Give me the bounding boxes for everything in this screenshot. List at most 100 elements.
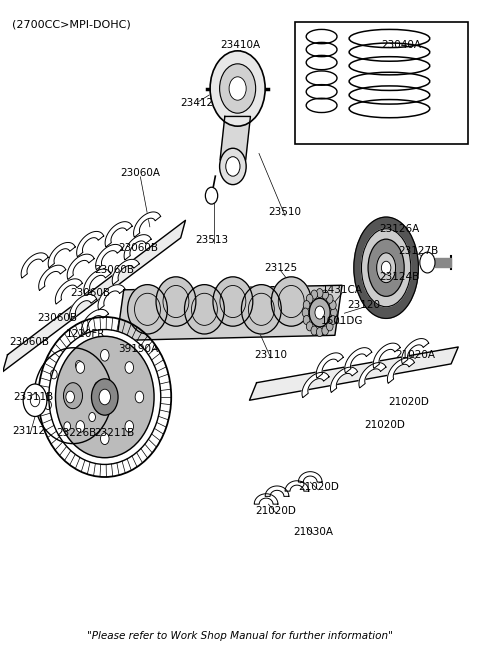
Polygon shape [265, 486, 289, 496]
Circle shape [316, 328, 323, 337]
Circle shape [382, 261, 391, 274]
Text: 23124B: 23124B [379, 272, 419, 282]
Circle shape [76, 421, 84, 432]
Text: "Please refer to Work Shop Manual for further information": "Please refer to Work Shop Manual for fu… [87, 631, 393, 641]
Polygon shape [361, 229, 411, 307]
Text: 21020A: 21020A [396, 350, 435, 360]
Circle shape [30, 394, 40, 407]
Circle shape [64, 422, 71, 431]
Polygon shape [302, 372, 329, 398]
Circle shape [95, 382, 101, 391]
Text: 23060B: 23060B [94, 265, 134, 275]
Circle shape [303, 316, 310, 325]
Circle shape [66, 391, 74, 403]
Polygon shape [98, 285, 125, 310]
Text: 23060B: 23060B [71, 288, 110, 298]
Polygon shape [241, 285, 281, 334]
Circle shape [100, 349, 109, 361]
Circle shape [311, 290, 318, 299]
Text: 1220FR: 1220FR [66, 329, 106, 339]
Circle shape [210, 51, 265, 126]
Polygon shape [156, 277, 196, 326]
Polygon shape [220, 117, 251, 160]
Text: 23311B: 23311B [13, 392, 54, 402]
Text: 23112: 23112 [12, 426, 46, 436]
Circle shape [311, 326, 318, 335]
Text: 23040A: 23040A [381, 40, 421, 50]
Polygon shape [77, 231, 104, 257]
Circle shape [303, 301, 310, 310]
Polygon shape [56, 336, 154, 458]
Text: 23412: 23412 [181, 98, 214, 109]
Text: 23060B: 23060B [37, 312, 77, 323]
Polygon shape [133, 212, 161, 237]
Polygon shape [354, 217, 419, 318]
Polygon shape [368, 239, 404, 296]
Polygon shape [105, 221, 132, 247]
Circle shape [326, 294, 333, 303]
Circle shape [322, 290, 328, 299]
Text: 39190A: 39190A [118, 344, 158, 354]
Circle shape [420, 252, 435, 273]
Text: 21020D: 21020D [298, 481, 339, 492]
Polygon shape [67, 254, 94, 280]
Text: 23226B: 23226B [56, 428, 96, 438]
Circle shape [326, 322, 333, 331]
Text: 23120: 23120 [347, 300, 380, 310]
Text: 21020D: 21020D [364, 420, 405, 430]
Circle shape [229, 77, 246, 100]
Polygon shape [373, 343, 400, 368]
Text: 21030A: 21030A [294, 527, 334, 537]
Polygon shape [330, 367, 358, 392]
Polygon shape [402, 339, 429, 364]
Polygon shape [82, 309, 108, 335]
Circle shape [50, 370, 57, 379]
Circle shape [23, 384, 47, 417]
Circle shape [302, 308, 309, 317]
Circle shape [322, 326, 328, 335]
Circle shape [306, 322, 313, 331]
Polygon shape [117, 286, 342, 341]
Polygon shape [271, 277, 311, 326]
Text: 23060B: 23060B [9, 337, 49, 346]
Text: 23060B: 23060B [118, 243, 158, 253]
Circle shape [315, 306, 324, 319]
Polygon shape [213, 277, 253, 326]
Polygon shape [128, 285, 168, 334]
Text: 21020D: 21020D [388, 397, 429, 407]
Polygon shape [309, 298, 330, 327]
Circle shape [306, 294, 313, 303]
Text: 23410A: 23410A [220, 40, 260, 50]
Circle shape [76, 362, 84, 373]
Polygon shape [21, 253, 48, 278]
Text: (2700CC>MPI-DOHC): (2700CC>MPI-DOHC) [12, 19, 131, 29]
Polygon shape [250, 347, 458, 400]
Polygon shape [184, 285, 224, 334]
Bar [295, 22, 468, 144]
Polygon shape [377, 253, 396, 283]
Text: 1601DG: 1601DG [321, 316, 363, 326]
Text: 23510: 23510 [269, 207, 301, 217]
Circle shape [226, 157, 240, 176]
Polygon shape [299, 472, 322, 482]
Circle shape [100, 433, 109, 445]
Circle shape [331, 308, 337, 317]
Circle shape [75, 360, 82, 369]
Polygon shape [285, 481, 309, 491]
Circle shape [125, 362, 133, 373]
Circle shape [92, 379, 118, 415]
Circle shape [219, 64, 256, 113]
Polygon shape [48, 242, 75, 268]
Polygon shape [84, 269, 111, 294]
Circle shape [45, 400, 51, 409]
Text: 23513: 23513 [195, 235, 228, 245]
Polygon shape [39, 265, 66, 290]
Text: 23110: 23110 [254, 350, 288, 360]
Circle shape [330, 316, 336, 325]
Text: 23125: 23125 [264, 263, 297, 272]
Polygon shape [3, 220, 185, 371]
Polygon shape [345, 348, 372, 373]
Circle shape [99, 389, 110, 405]
Polygon shape [34, 348, 112, 443]
Circle shape [205, 187, 218, 204]
